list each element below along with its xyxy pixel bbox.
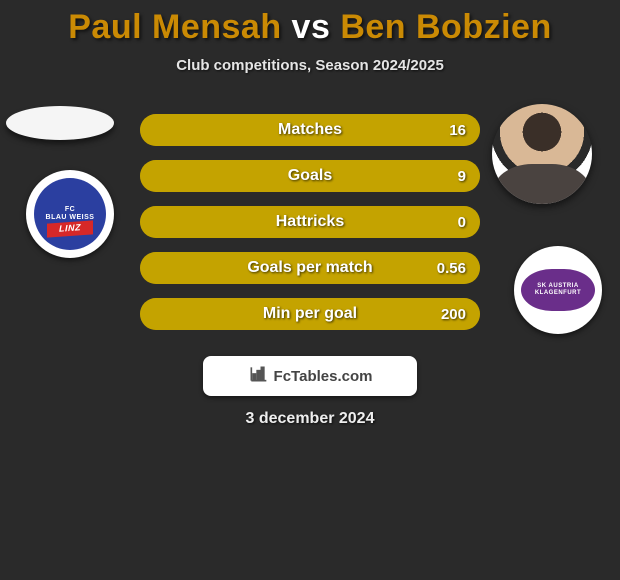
stat-bar-fill: [140, 114, 480, 146]
page-title: Paul Mensah vs Ben Bobzien: [0, 8, 620, 47]
right-club-line2: KLAGENFURT: [535, 290, 581, 297]
title-player2: Ben Bobzien: [340, 8, 551, 46]
subtitle: Club competitions, Season 2024/2025: [0, 57, 620, 74]
stat-row: Matches16: [140, 114, 480, 146]
stat-bar-fill: [140, 160, 480, 192]
left-club-line1: FC: [65, 206, 75, 214]
player2-club-badge-inner: SK AUSTRIA KLAGENFURT: [521, 269, 595, 311]
date-line: 3 december 2024: [0, 410, 620, 428]
comparison-card: Paul Mensah vs Ben Bobzien Club competit…: [0, 0, 620, 580]
stat-bar-fill: [140, 206, 480, 238]
player1-club-badge-inner: FC BLAU WEISS LINZ: [34, 178, 106, 250]
title-player1: Paul Mensah: [68, 8, 281, 46]
player1-avatar: [6, 106, 114, 140]
title-vs: vs: [292, 8, 331, 46]
stat-row: Min per goal200: [140, 298, 480, 330]
player2-club-badge: SK AUSTRIA KLAGENFURT: [514, 246, 602, 334]
right-club-line1: SK AUSTRIA: [537, 283, 578, 290]
site-prefix: Fc: [274, 368, 292, 385]
player2-avatar: [492, 104, 592, 204]
site-bold: Tables: [291, 368, 337, 385]
stat-row: Goals per match0.56: [140, 252, 480, 284]
site-suffix: .com: [337, 368, 372, 385]
stat-row: Hattricks0: [140, 206, 480, 238]
left-club-band: LINZ: [47, 220, 93, 237]
stats-area: FC BLAU WEISS LINZ SK AUSTRIA KLAGENFURT…: [0, 110, 620, 330]
stat-bar-fill: [140, 298, 480, 330]
site-text: FcTables.com: [274, 368, 373, 385]
stat-rows: Matches16 Goals9 Hattricks0 Goals per match…: [140, 114, 480, 344]
bar-chart-icon: [248, 364, 268, 389]
player1-club-badge: FC BLAU WEISS LINZ: [26, 170, 114, 258]
stat-bar-fill: [140, 252, 480, 284]
site-attribution: FcTables.com: [203, 356, 417, 396]
stat-row: Goals9: [140, 160, 480, 192]
